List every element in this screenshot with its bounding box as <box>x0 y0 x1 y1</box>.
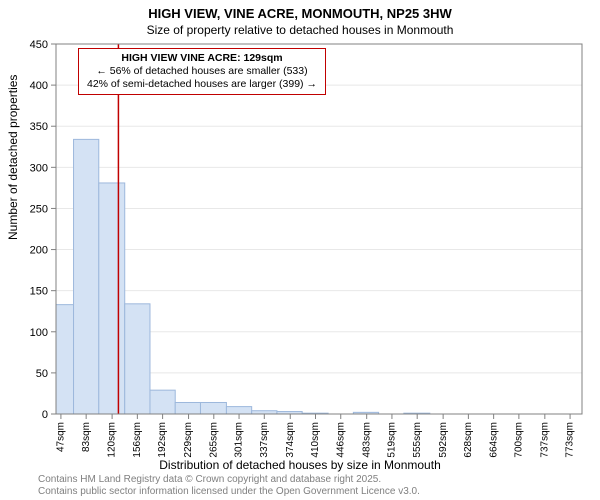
svg-text:300: 300 <box>30 162 48 174</box>
svg-text:337sqm: 337sqm <box>259 422 270 458</box>
svg-text:100: 100 <box>30 327 48 339</box>
svg-text:450: 450 <box>30 39 48 51</box>
svg-text:350: 350 <box>30 121 48 133</box>
chart-container: HIGH VIEW, VINE ACRE, MONMOUTH, NP25 3HW… <box>0 0 600 500</box>
svg-text:47sqm: 47sqm <box>56 422 67 452</box>
svg-text:628sqm: 628sqm <box>463 422 474 458</box>
svg-text:410sqm: 410sqm <box>310 422 321 458</box>
footnote-line2: Contains public sector information licen… <box>38 486 420 497</box>
svg-text:519sqm: 519sqm <box>387 422 398 458</box>
svg-text:483sqm: 483sqm <box>361 422 372 458</box>
svg-text:265sqm: 265sqm <box>208 422 219 458</box>
svg-text:156sqm: 156sqm <box>132 422 143 458</box>
svg-text:0: 0 <box>42 409 48 421</box>
svg-text:200: 200 <box>30 245 48 257</box>
svg-text:301sqm: 301sqm <box>234 422 245 458</box>
svg-text:400: 400 <box>30 80 48 92</box>
svg-text:592sqm: 592sqm <box>438 422 449 458</box>
svg-text:120sqm: 120sqm <box>107 422 118 458</box>
svg-text:773sqm: 773sqm <box>565 422 576 458</box>
annotation-line2: ← 56% of detached houses are smaller (53… <box>87 65 317 78</box>
annotation-line1: HIGH VIEW VINE ACRE: 129sqm <box>87 52 317 65</box>
svg-text:192sqm: 192sqm <box>157 422 168 458</box>
svg-text:446sqm: 446sqm <box>335 422 346 458</box>
footnote-line1: Contains HM Land Registry data © Crown c… <box>38 474 381 485</box>
svg-text:374sqm: 374sqm <box>285 422 296 458</box>
svg-text:737sqm: 737sqm <box>539 422 550 458</box>
svg-text:664sqm: 664sqm <box>488 422 499 458</box>
svg-text:700sqm: 700sqm <box>514 422 525 458</box>
annotation-line3: 42% of semi-detached houses are larger (… <box>87 78 317 91</box>
svg-text:50: 50 <box>36 368 48 380</box>
annotation-box: HIGH VIEW VINE ACRE: 129sqm ← 56% of det… <box>78 48 326 95</box>
svg-text:83sqm: 83sqm <box>81 422 92 452</box>
svg-text:150: 150 <box>30 286 48 298</box>
svg-text:555sqm: 555sqm <box>412 422 423 458</box>
x-axis-label: Distribution of detached houses by size … <box>0 458 600 472</box>
svg-text:229sqm: 229sqm <box>183 422 194 458</box>
footnote: Contains HM Land Registry data © Crown c… <box>38 474 420 498</box>
svg-text:250: 250 <box>30 203 48 215</box>
